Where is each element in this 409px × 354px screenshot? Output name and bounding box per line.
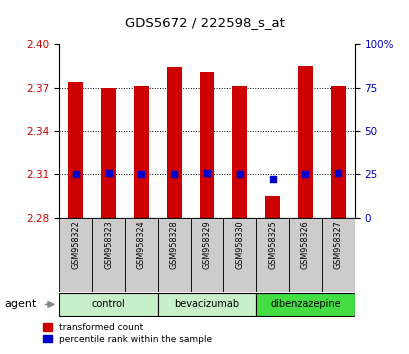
Bar [92,218,125,292]
Text: dibenzazepine: dibenzazepine [270,299,340,309]
Legend: transformed count, percentile rank within the sample: transformed count, percentile rank withi… [43,323,211,344]
Text: GDS5672 / 222598_s_at: GDS5672 / 222598_s_at [125,16,284,29]
Point [269,176,275,182]
Point [334,170,341,176]
Text: GSM958324: GSM958324 [137,221,146,269]
Bar [321,218,354,292]
Text: bevacizumab: bevacizumab [174,299,239,309]
Bar [59,292,157,316]
Point [301,171,308,177]
Text: control: control [92,299,125,309]
Bar [157,292,256,316]
Text: GSM958328: GSM958328 [169,221,178,269]
Bar [157,218,190,292]
Point [171,171,177,177]
Bar [166,67,181,218]
Bar [256,292,354,316]
Text: GSM958325: GSM958325 [267,221,276,269]
Text: GSM958327: GSM958327 [333,221,342,269]
Text: GSM958322: GSM958322 [71,221,80,269]
Text: GSM958323: GSM958323 [104,221,113,269]
Bar [68,82,83,218]
Text: GSM958330: GSM958330 [235,221,244,269]
Bar [199,72,214,218]
Text: agent: agent [4,299,36,309]
Bar [256,218,288,292]
Bar [125,218,157,292]
Point [236,171,243,177]
Point [138,171,144,177]
Bar [59,218,92,292]
Bar [330,86,345,218]
Bar [223,218,256,292]
Text: GSM958326: GSM958326 [300,221,309,269]
Bar [190,218,223,292]
Bar [297,66,312,218]
Bar [265,196,279,218]
Text: GSM958329: GSM958329 [202,221,211,269]
Bar [232,86,247,218]
Bar [101,87,116,218]
Point [72,171,79,177]
Point [203,170,210,176]
Bar [134,86,148,218]
Bar [288,218,321,292]
Point [105,170,112,176]
